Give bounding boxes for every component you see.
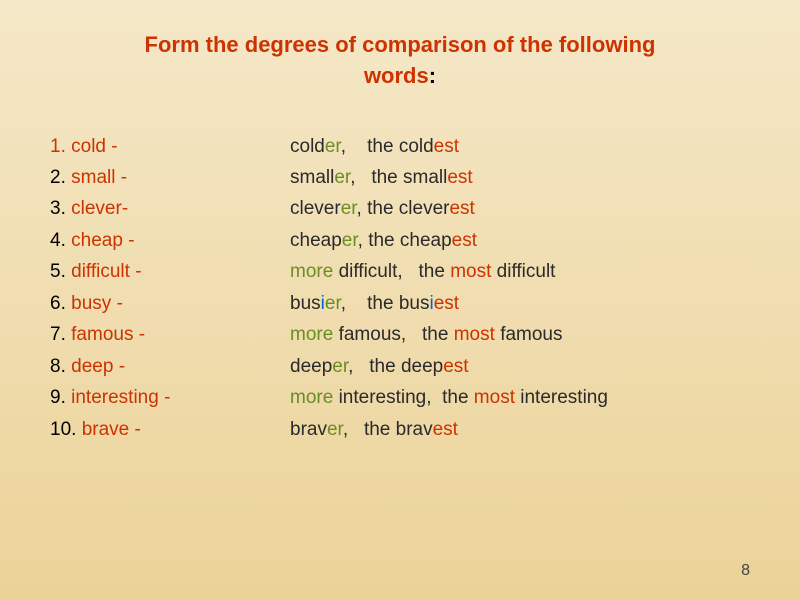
comma: , bbox=[350, 167, 371, 188]
list-item: 7. famous - more famous, the most famous bbox=[50, 320, 750, 349]
superlative-suffix: est bbox=[447, 167, 472, 188]
superlative-most: most bbox=[474, 387, 515, 408]
superlative-word: interesting bbox=[520, 387, 608, 408]
page-number: 8 bbox=[741, 562, 750, 580]
comma: , bbox=[358, 230, 369, 251]
superlative-root: the cold bbox=[367, 136, 434, 157]
superlative-the: the bbox=[442, 387, 474, 408]
list-item: 9. interesting - more interesting, the m… bbox=[50, 383, 750, 412]
comparative-suffix: er bbox=[342, 230, 358, 251]
superlative-suffix: est bbox=[452, 230, 477, 251]
base-word: brave bbox=[82, 419, 130, 440]
base-word: deep bbox=[71, 356, 113, 377]
title-text-2: words bbox=[364, 63, 429, 88]
item-number: 3. bbox=[50, 198, 66, 219]
list-item: 5. difficult - more difficult, the most … bbox=[50, 257, 750, 286]
comparative-root: bus bbox=[290, 293, 321, 314]
base-word: interesting bbox=[71, 387, 159, 408]
comparative-suffix: er bbox=[334, 167, 350, 188]
title-text-1: Form the degrees of comparison of the fo… bbox=[145, 32, 656, 57]
superlative-suffix: est bbox=[433, 419, 458, 440]
superlative-word: famous bbox=[500, 324, 562, 345]
list-item: 3. clever- cleverer, the cleverest bbox=[50, 194, 750, 223]
dash: - bbox=[122, 198, 128, 219]
superlative-most: most bbox=[450, 261, 491, 282]
item-number: 4. bbox=[50, 230, 66, 251]
comparative-word: difficult bbox=[339, 261, 398, 282]
base-word: clever bbox=[71, 198, 122, 219]
superlative-most: most bbox=[454, 324, 495, 345]
item-number: 2. bbox=[50, 167, 66, 188]
item-number: 5. bbox=[50, 261, 66, 282]
title-colon: : bbox=[429, 63, 436, 88]
comparative-suffix: er bbox=[325, 136, 341, 157]
dash: - bbox=[117, 293, 123, 314]
comparative-suffix: er bbox=[325, 293, 341, 314]
superlative-suffix: est bbox=[434, 293, 459, 314]
superlative-the: the bbox=[422, 324, 454, 345]
dash: - bbox=[139, 324, 145, 345]
base-word: cold bbox=[71, 136, 106, 157]
superlative-root: the clever bbox=[367, 198, 449, 219]
list-item: 2. small - smaller, the smallest bbox=[50, 163, 750, 192]
superlative-root: the bus bbox=[367, 293, 429, 314]
dash: - bbox=[121, 167, 127, 188]
comparative-root: clever bbox=[290, 198, 341, 219]
superlative-suffix: est bbox=[443, 356, 468, 377]
comma: , bbox=[343, 419, 364, 440]
comparative-more: more bbox=[290, 261, 333, 282]
comparative-more: more bbox=[290, 324, 333, 345]
superlative-root: the cheap bbox=[368, 230, 451, 251]
comparison-list: 1. cold - colder, the coldest 2. small -… bbox=[50, 132, 750, 444]
superlative-suffix: est bbox=[434, 136, 459, 157]
comparative-suffix: er bbox=[332, 356, 348, 377]
superlative-root: the deep bbox=[369, 356, 443, 377]
comma: , bbox=[426, 387, 442, 408]
item-number: 1. bbox=[50, 136, 66, 157]
dash: - bbox=[135, 261, 141, 282]
dash: - bbox=[135, 419, 141, 440]
list-item: 1. cold - colder, the coldest bbox=[50, 132, 750, 161]
list-item: 8. deep - deeper, the deepest bbox=[50, 352, 750, 381]
list-item: 6. busy - busier, the busiest bbox=[50, 289, 750, 318]
comparative-root: small bbox=[290, 167, 334, 188]
base-word: cheap bbox=[71, 230, 123, 251]
base-word: busy bbox=[71, 293, 111, 314]
superlative-suffix: est bbox=[449, 198, 474, 219]
comparative-word: famous bbox=[339, 324, 401, 345]
list-item: 10. brave - braver, the bravest bbox=[50, 415, 750, 444]
base-word: famous bbox=[71, 324, 133, 345]
comma: , bbox=[357, 198, 368, 219]
comparative-root: deep bbox=[290, 356, 332, 377]
base-word: difficult bbox=[71, 261, 130, 282]
comparative-root: cheap bbox=[290, 230, 342, 251]
comparative-root: cold bbox=[290, 136, 325, 157]
comma: , bbox=[341, 293, 367, 314]
superlative-root: the brav bbox=[364, 419, 433, 440]
comparative-suffix: er bbox=[341, 198, 357, 219]
dash: - bbox=[164, 387, 170, 408]
comparative-more: more bbox=[290, 387, 333, 408]
superlative-root: the small bbox=[371, 167, 447, 188]
comma: , bbox=[401, 324, 422, 345]
dash: - bbox=[111, 136, 117, 157]
item-number: 7. bbox=[50, 324, 66, 345]
superlative-the: the bbox=[419, 261, 451, 282]
comma: , bbox=[397, 261, 418, 282]
base-word: small bbox=[71, 167, 115, 188]
list-item: 4. cheap - cheaper, the cheapest bbox=[50, 226, 750, 255]
item-number: 8. bbox=[50, 356, 66, 377]
comparative-word: interesting bbox=[339, 387, 427, 408]
dash: - bbox=[128, 230, 134, 251]
comma: , bbox=[348, 356, 369, 377]
comparative-root: brav bbox=[290, 419, 327, 440]
comma: , bbox=[341, 136, 367, 157]
item-number: 6. bbox=[50, 293, 66, 314]
page-title: Form the degrees of comparison of the fo… bbox=[50, 30, 750, 92]
comparative-suffix: er bbox=[327, 419, 343, 440]
superlative-word: difficult bbox=[497, 261, 556, 282]
dash: - bbox=[119, 356, 125, 377]
item-number: 10. bbox=[50, 419, 76, 440]
item-number: 9. bbox=[50, 387, 66, 408]
